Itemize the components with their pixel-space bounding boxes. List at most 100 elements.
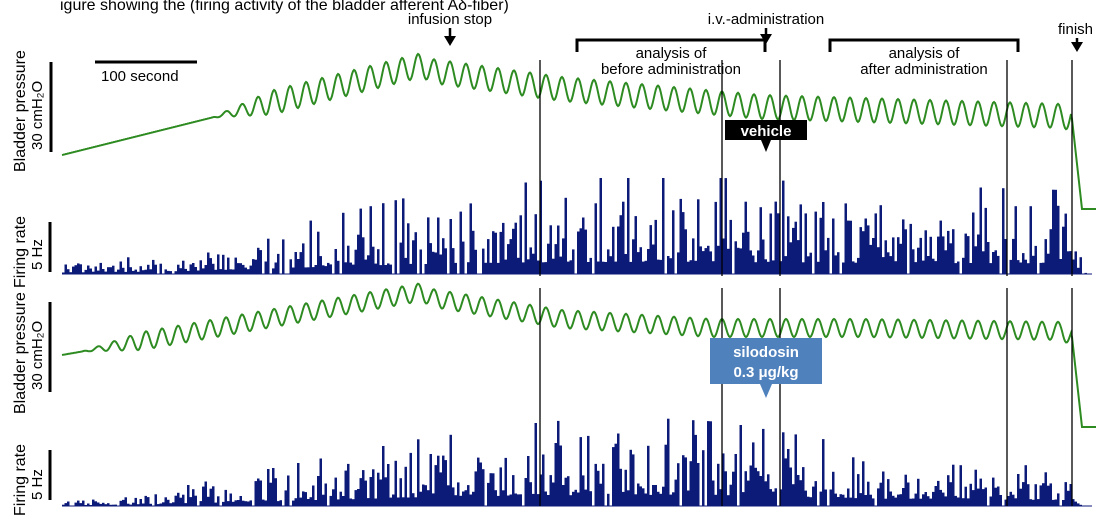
firing-bar — [1054, 189, 1057, 274]
firing-bar — [897, 494, 900, 506]
firing-bar — [977, 234, 980, 274]
firing-bar — [192, 263, 195, 274]
firing-bar — [372, 246, 375, 274]
firing-bar — [199, 501, 202, 506]
firing-bar — [547, 243, 550, 274]
firing-bar — [919, 237, 922, 274]
firing-bar — [537, 260, 540, 274]
firing-bar — [524, 478, 527, 506]
firing-bar — [1014, 206, 1017, 274]
iv-administration-label: i.v.-administration — [708, 11, 824, 28]
firing-bar — [599, 483, 602, 506]
firing-bar — [894, 497, 897, 506]
firing-bar — [677, 252, 680, 274]
firing-bar — [489, 262, 492, 274]
firing-bar — [819, 217, 822, 274]
firing-bar — [807, 496, 810, 506]
firing-bar — [942, 492, 945, 506]
firing-bar — [954, 495, 957, 506]
firing-bar — [182, 494, 185, 506]
firing-bar — [859, 227, 862, 274]
firing-bar — [957, 261, 960, 274]
firing-bar — [194, 495, 197, 506]
firing-bar — [184, 503, 187, 506]
firing-bar — [992, 477, 995, 506]
firing-bar — [632, 454, 635, 506]
firing-bar — [474, 471, 477, 506]
firing-bar — [344, 470, 347, 506]
firing-bar — [914, 493, 917, 506]
firing-bar — [509, 239, 512, 274]
firing-bar — [297, 259, 300, 274]
firing-bar — [702, 251, 705, 274]
firing-bar — [107, 503, 110, 506]
firing-bar — [1079, 257, 1082, 274]
firing-bar — [204, 481, 207, 506]
firing-bar — [217, 496, 220, 506]
firing-bar — [499, 231, 502, 274]
firing-bar — [179, 497, 182, 506]
firing-bar — [147, 264, 150, 274]
firing-bar — [934, 261, 937, 274]
firing-bar — [844, 203, 847, 274]
firing-bar — [1002, 188, 1005, 274]
firing-bar — [847, 220, 850, 274]
firing-bar — [129, 504, 132, 506]
firing-bar — [819, 491, 822, 506]
firing-bar — [1069, 484, 1072, 506]
firing-bar — [542, 262, 545, 274]
firing-bar — [557, 420, 560, 506]
y-label-pressure-bottom: Bladder pressure — [12, 292, 29, 414]
firing-bar — [887, 252, 890, 274]
firing-bar — [717, 245, 720, 274]
firing-bar — [559, 445, 562, 506]
firing-bar — [942, 236, 945, 274]
firing-bar — [882, 471, 885, 506]
firing-bar — [419, 491, 422, 506]
firing-bar — [102, 269, 105, 274]
firing-bar — [392, 494, 395, 506]
firing-bar — [867, 481, 870, 506]
firing-bar — [502, 490, 505, 506]
firing-bar — [522, 262, 525, 274]
firing-bar — [324, 266, 327, 274]
firing-bar — [139, 499, 142, 506]
firing-bar — [77, 500, 80, 506]
firing-bar — [859, 493, 862, 506]
firing-bar — [92, 499, 95, 506]
firing-bar — [769, 213, 772, 274]
firing-bar — [619, 215, 622, 274]
firing-bar — [739, 248, 742, 274]
firing-bar — [357, 234, 360, 274]
firing-bar — [504, 259, 507, 274]
firing-bar — [1017, 260, 1020, 274]
firing-bar — [532, 493, 535, 506]
firing-bar — [404, 257, 407, 274]
firing-bar — [699, 246, 702, 274]
firing-bar — [672, 210, 675, 274]
firing-bar — [969, 263, 972, 274]
firing-bar — [832, 471, 835, 506]
firing-bar — [224, 269, 227, 274]
firing-bar — [227, 257, 230, 274]
firing-bar — [839, 494, 842, 506]
firing-bar — [229, 493, 232, 506]
firing-bar — [899, 243, 902, 274]
firing-bar — [527, 456, 530, 506]
firing-bar — [127, 257, 130, 274]
firing-bar — [552, 482, 555, 506]
pressure-trace-silodosin — [61, 282, 1096, 428]
firing-bar — [614, 443, 617, 506]
firing-bar — [587, 262, 590, 274]
firing-bar — [622, 491, 625, 506]
firing-bar — [547, 495, 550, 506]
firing-bar — [949, 482, 952, 506]
firing-bar — [429, 243, 432, 274]
firing-bar — [892, 495, 895, 506]
y-label-firing-top: Firing rate — [12, 216, 29, 288]
firing-bar — [367, 255, 370, 274]
firing-bar — [462, 241, 465, 274]
firing-bar — [62, 272, 65, 274]
firing-bar — [1062, 226, 1065, 274]
firing-bar — [352, 264, 355, 274]
